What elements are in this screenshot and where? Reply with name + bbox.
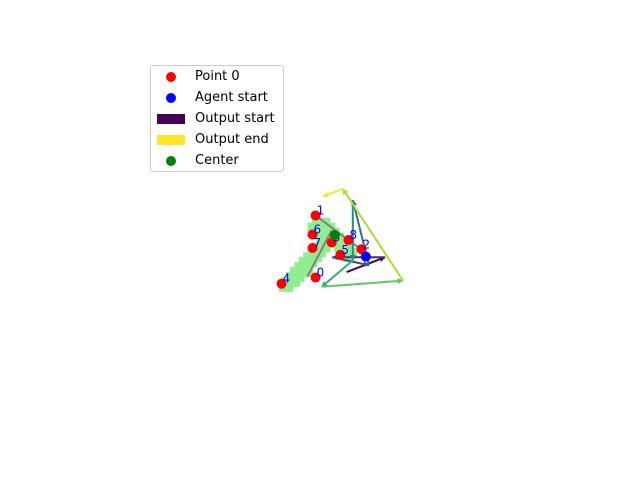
keypoint <box>307 229 318 240</box>
keypoint-label: 1 <box>317 203 325 217</box>
keypoint-label: 4 <box>283 272 291 286</box>
keypoint <box>276 278 287 289</box>
keypoint <box>307 243 318 254</box>
keypoint <box>356 244 367 255</box>
legend-label-output-start: Output start <box>195 111 275 126</box>
keypoint-label: 2 <box>362 237 370 251</box>
legend-item-output-start: Output start <box>151 109 285 129</box>
trajectory-arrow <box>342 188 404 282</box>
keypoint-label: 7 <box>314 236 322 250</box>
legend-item-point0: Point 0 <box>151 67 285 87</box>
legend-label-output-end: Output end <box>195 132 269 147</box>
legend-label-center: Center <box>195 153 239 168</box>
trajectory-arrow <box>321 259 354 288</box>
legend-label-agent-start: Agent start <box>195 90 268 105</box>
keypoint-label: 0 <box>317 266 325 280</box>
keypoint-label: 6 <box>314 223 322 237</box>
legend-marker-output-start <box>157 114 185 124</box>
center-marker <box>329 230 340 241</box>
keypoint-label: 5 <box>341 243 349 257</box>
shape-cell <box>283 281 294 292</box>
legend-item-center: Center <box>151 151 285 171</box>
legend-item-output-end: Output end <box>151 130 285 150</box>
keypoints <box>276 210 367 289</box>
trajectory-arrow <box>322 188 344 198</box>
keypoint <box>310 272 321 283</box>
agent-start-marker-group <box>360 251 371 262</box>
skeleton-line <box>306 229 333 277</box>
legend-marker-output-end <box>157 135 185 145</box>
agent-start-marker <box>360 251 371 262</box>
keypoint <box>310 210 321 221</box>
legend: Point 0 Agent start Output start Output … <box>150 65 284 172</box>
legend-label-point0: Point 0 <box>195 69 240 84</box>
legend-marker-agent-start <box>166 93 176 103</box>
keypoint <box>343 235 354 246</box>
legend-marker-point0 <box>166 72 176 82</box>
keypoint-label: 8 <box>349 228 357 242</box>
keypoint <box>335 249 346 260</box>
legend-item-agent-start: Agent start <box>151 88 285 108</box>
center-marker-group <box>329 230 340 241</box>
shape-cell <box>290 276 301 287</box>
trajectory-arrow <box>321 278 404 288</box>
shape-cell <box>303 267 314 278</box>
legend-marker-center <box>166 156 176 166</box>
